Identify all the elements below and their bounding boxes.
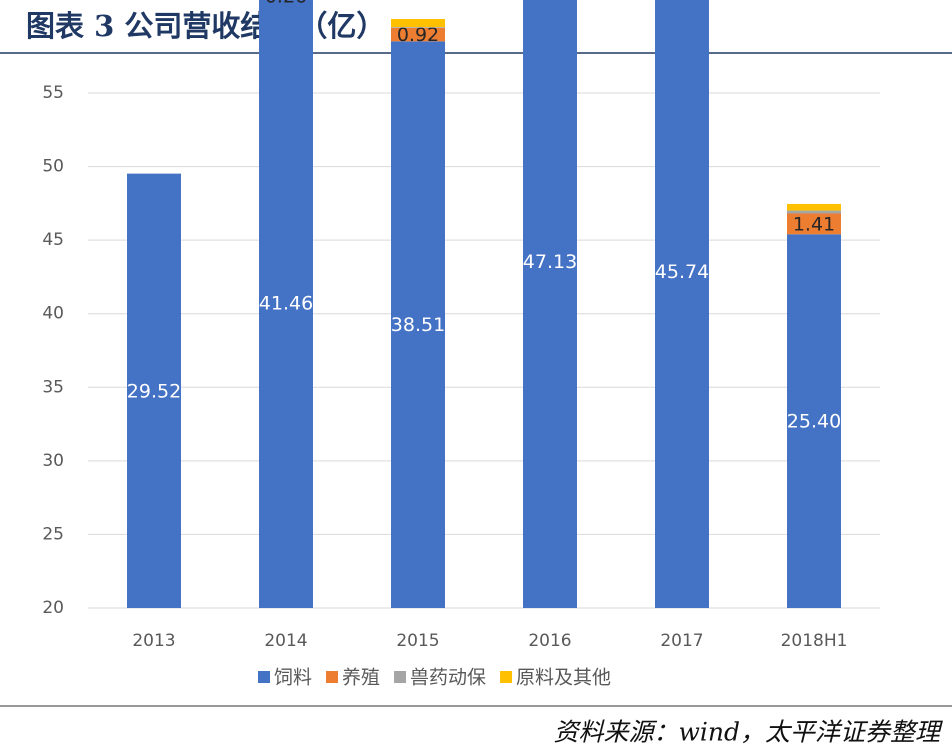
bar-segment [391,27,445,42]
bar-segment [787,234,841,608]
y-tick-label: 45 [42,230,64,250]
value-label: 38.51 [391,314,445,336]
legend-swatch [258,671,270,683]
value-label: 45.74 [655,261,709,283]
bar-segment [787,210,841,214]
y-tick-label: 50 [42,157,64,177]
value-label: 0.26 [265,0,307,8]
value-label: 47.13 [523,251,577,273]
bar-segment [259,0,313,608]
bar-segment [391,41,445,609]
x-tick-label: 2015 [396,631,439,651]
x-tick-label: 2018H1 [781,631,848,651]
y-tick-label: 40 [42,304,64,324]
bar-segment [787,203,841,211]
x-tick-label: 2016 [528,631,571,651]
legend-swatch [500,671,513,683]
bar-segment [523,0,577,608]
y-tick-label: 25 [42,524,64,544]
x-tick-label: 2013 [132,631,175,651]
source-note: 资料来源：wind，太平洋证券整理 [553,718,943,747]
legend-swatch [326,671,339,683]
bar-segment [655,0,709,609]
value-label: 29.52 [127,380,181,402]
y-tick-label: 55 [42,83,64,103]
y-tick-label: 30 [42,451,64,471]
legend-swatch [394,671,407,683]
x-tick-label: 2017 [660,631,703,651]
chart-title: 图表 3 公司营收结构（亿） [26,9,385,43]
value-label: 41.46 [259,292,313,314]
y-tick-label: 20 [42,598,64,618]
value-label: 0.92 [397,24,439,46]
bar-segment [127,173,181,609]
legend-label: 养殖 [342,667,380,689]
bar-segment [787,213,841,235]
legend-label: 原料及其他 [516,667,611,689]
legend-label: 饲料 [274,667,312,689]
value-label: 1.41 [793,213,835,235]
bar-segment [391,18,445,28]
x-tick-label: 2014 [264,631,307,651]
bar-segment [391,27,445,28]
legend-label: 兽药动保 [410,667,486,689]
value-label: 25.40 [787,411,841,433]
y-tick-label: 35 [42,377,64,397]
